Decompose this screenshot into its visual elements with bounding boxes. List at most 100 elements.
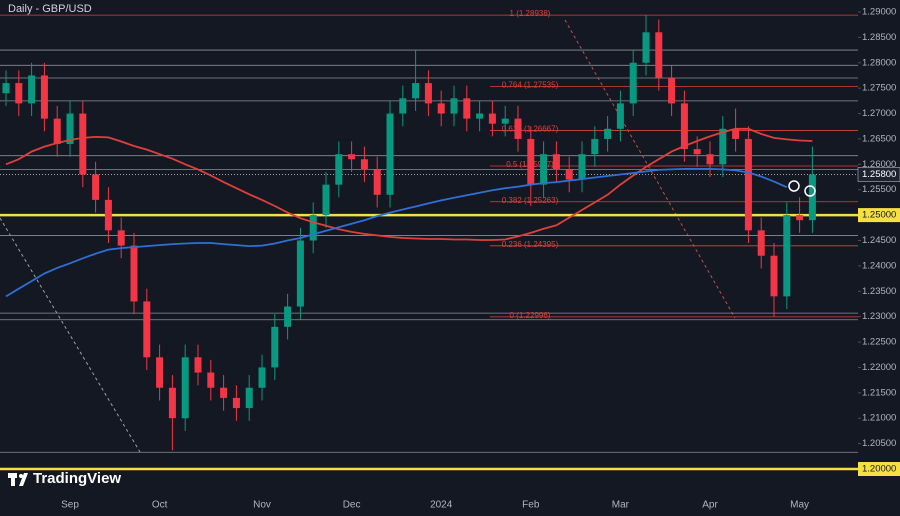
candle-body: [53, 118, 61, 145]
x-tick-label: May: [790, 500, 809, 511]
candle-body: [104, 199, 112, 231]
candle-body: [783, 215, 791, 297]
key-level-tag: [858, 462, 900, 477]
y-tick-label: 1.22000: [862, 362, 896, 373]
candle-body: [706, 154, 714, 165]
y-tick-label: 1.25500: [862, 184, 896, 195]
levels: 1 (1.28938) 0.764 (1.27535) 0.618 (1.26667…: [0, 9, 858, 471]
candle-body: [399, 98, 407, 114]
last-price-label: 1.25800: [862, 169, 896, 180]
candle-body: [680, 103, 688, 150]
y-tick-label: 1.22500: [862, 337, 896, 348]
candle-body: [501, 118, 509, 124]
logo-text: TradingView: [33, 470, 121, 487]
candle-body: [386, 113, 394, 195]
candle-body: [604, 128, 612, 139]
logo-mark: [19, 474, 23, 478]
y-tick-label: 1.29000: [862, 6, 896, 17]
candle-body: [79, 113, 87, 175]
candle-body: [565, 169, 573, 180]
candle-body: [207, 372, 215, 388]
x-tick-label: Oct: [152, 500, 168, 511]
candle-body: [309, 215, 317, 241]
candle-body: [668, 77, 676, 104]
key-level-label: 1.25000: [862, 210, 896, 221]
x-tick-label: Mar: [612, 500, 630, 511]
candle-body: [629, 62, 637, 104]
x-tick-label: Dec: [343, 500, 361, 511]
y-tick-label: 1.21000: [862, 413, 896, 424]
candle-body: [258, 367, 266, 388]
candle-body: [168, 387, 176, 419]
candle-body: [143, 301, 151, 358]
candle-body: [322, 184, 330, 216]
annotation-circle: [804, 185, 816, 197]
candle-body: [92, 174, 100, 200]
y-tick-label: 1.23000: [862, 311, 896, 322]
candle-body: [693, 149, 701, 155]
logo-mark: [11, 473, 15, 486]
candle-body: [463, 98, 471, 119]
moving-average: [5, 168, 788, 298]
y-tick-label: 1.28000: [862, 57, 896, 68]
candle-body: [271, 326, 279, 368]
candle-body: [719, 128, 727, 165]
y-tick-label: 1.24500: [862, 235, 896, 246]
candle-body: [642, 32, 650, 63]
candle-body: [412, 83, 420, 99]
candle-body: [514, 118, 522, 139]
candle-body: [28, 75, 36, 104]
candle-body: [591, 138, 599, 155]
fib-label: 0.764 (1.27535): [502, 80, 559, 89]
candle-body: [488, 113, 496, 124]
key-level-tag: [858, 208, 900, 223]
candle-body: [527, 138, 535, 185]
logo: TradingView: [8, 470, 121, 487]
candle-body: [540, 154, 548, 185]
candle-body: [15, 83, 23, 104]
logo-mark: [19, 473, 28, 486]
candle-body: [194, 357, 202, 373]
y-tick-label: 1.24000: [862, 260, 896, 271]
price-axis-labels: 1.29000 1.28500 1.28000 1.27500 1.27000 1.265…: [61, 6, 900, 511]
time-axis: [0, 488, 858, 516]
candle-body: [156, 357, 164, 388]
candle-body: [335, 154, 343, 185]
candle-body: [552, 154, 560, 170]
key-level-label: 1.20000: [862, 464, 896, 475]
fib-label: 0.618 (1.26667): [502, 125, 559, 134]
candle-body: [655, 32, 663, 78]
y-tick-label: 1.28500: [862, 32, 896, 43]
candle-body: [373, 169, 381, 195]
candle-body: [232, 397, 240, 409]
x-tick-label: Nov: [253, 500, 271, 511]
x-tick-label: Feb: [522, 500, 540, 511]
candle-body: [616, 103, 624, 129]
candle-body: [40, 75, 48, 119]
y-tick-label: 1.26500: [862, 133, 896, 144]
candle-body: [424, 83, 432, 104]
candle-body: [348, 154, 356, 160]
candle-body: [245, 387, 253, 409]
candle-body: [220, 387, 228, 398]
candle-body: [757, 230, 765, 256]
candle-body: [284, 306, 292, 327]
last-price-tag: [857, 167, 900, 182]
fib-label: 0.382 (1.25263): [502, 196, 559, 205]
x-tick-label: Apr: [702, 500, 718, 511]
chart-title: Daily - GBP/USD: [8, 3, 92, 15]
candle-body: [117, 230, 125, 246]
candle-body: [2, 83, 10, 94]
candle-body: [732, 128, 740, 139]
candle-body: [66, 113, 74, 145]
moving-average: [5, 127, 813, 241]
candle-body: [181, 357, 189, 419]
candle-body: [450, 98, 458, 114]
x-tick-label: Sep: [61, 500, 79, 511]
candle-body: [130, 245, 138, 302]
fib-label: 1 (1.28938): [510, 9, 551, 18]
y-tick-label: 1.26000: [862, 159, 896, 170]
x-tick-label: 2024: [430, 500, 453, 511]
price-axis: [858, 0, 900, 516]
candle-body: [578, 154, 586, 180]
